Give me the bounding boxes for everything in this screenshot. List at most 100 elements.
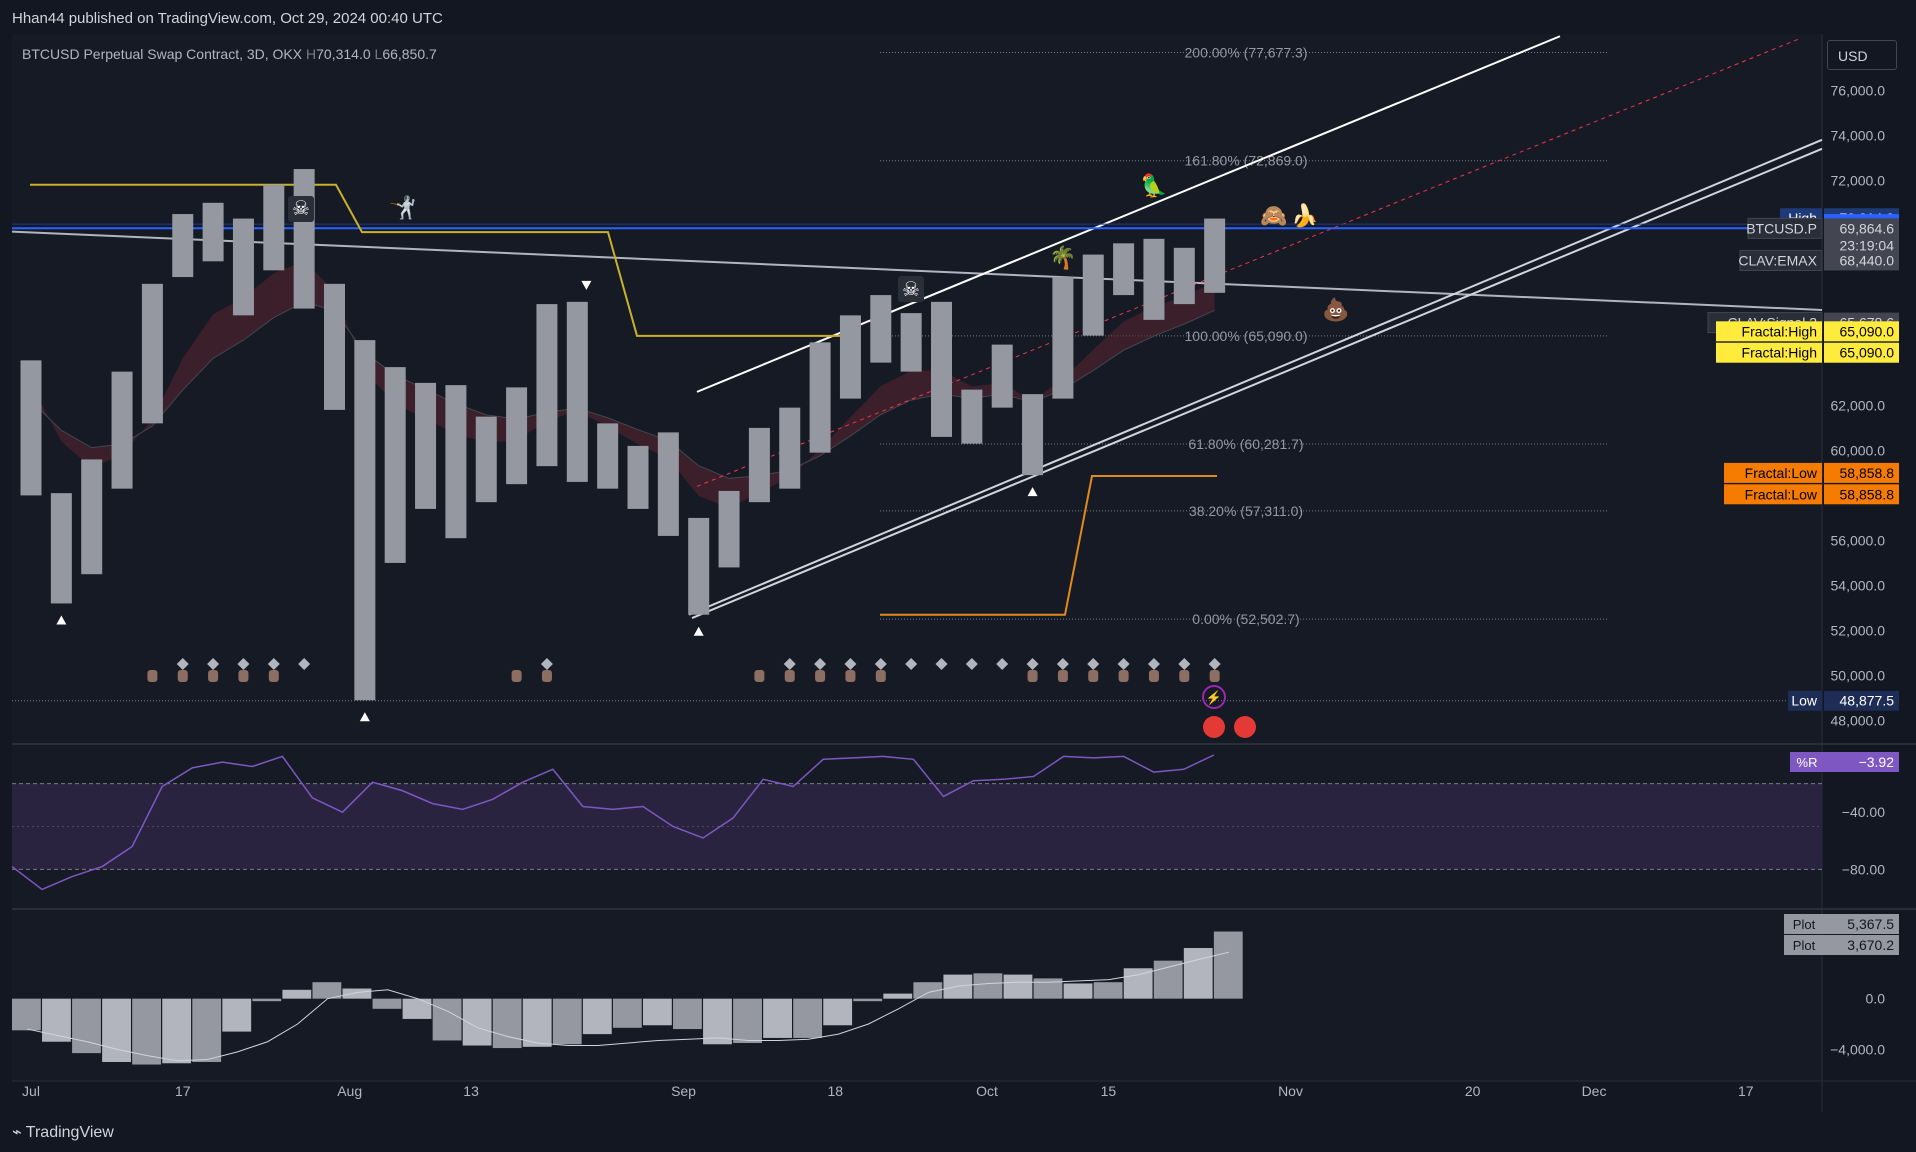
hist-bar (1003, 974, 1033, 999)
hist-bar (1153, 960, 1183, 999)
price-tag-name-bg (1716, 321, 1822, 342)
hist-bar (1213, 931, 1243, 999)
hist-bar (1063, 983, 1093, 999)
candle (475, 416, 497, 503)
hist-bar (703, 998, 732, 1045)
candle (506, 387, 528, 485)
candle (81, 459, 103, 575)
signal-house (1118, 670, 1129, 682)
signal-diamond (1026, 658, 1039, 670)
skull-marker-bg (898, 276, 924, 302)
signal-diamond (905, 658, 918, 670)
hist-bar (402, 998, 432, 1019)
signal-diamond (1056, 658, 1069, 670)
y-tick-label: 48,000.0 (1831, 712, 1886, 728)
hist-signal-line (27, 951, 1230, 1062)
signal-diamond (965, 658, 978, 670)
wr-line (11, 754, 1215, 891)
signal-diamond (783, 658, 796, 670)
x-tick-label: Dec (1582, 1083, 1607, 1099)
wr-label: %R (1797, 755, 1818, 770)
signal-house (1209, 670, 1220, 682)
hist-tick-label: 0.0 (1866, 991, 1886, 1007)
hist-bar (522, 998, 552, 1047)
candle (931, 301, 952, 437)
candle (718, 490, 740, 568)
candle (384, 367, 406, 563)
hist-label-bg (1784, 914, 1824, 934)
legend-l-label: L (374, 46, 383, 62)
y-tick-label: 54,000.0 (1831, 577, 1886, 593)
candle (1082, 254, 1104, 336)
fractal-up-arrow (693, 626, 704, 636)
candle (50, 493, 72, 604)
signal-house (1057, 670, 1068, 682)
signal-house (1148, 670, 1159, 682)
price-tag-name-bg (1724, 484, 1822, 505)
x-tick-label: Sep (671, 1083, 696, 1099)
fractal-up-arrow (56, 615, 67, 625)
candle (1113, 243, 1135, 296)
y-tick-label: 76,000.0 (1831, 82, 1886, 98)
price-tag-value: 65,090.0 (1840, 345, 1895, 361)
price-tag-name: Low (1791, 693, 1818, 709)
price-tag (1824, 218, 1899, 239)
logo-text: TradingView (25, 1124, 114, 1141)
hist-bar (492, 998, 522, 1049)
monkey-icon: 🙈 (1260, 203, 1287, 228)
candle (1204, 218, 1226, 293)
price-tag-value: 58,858.8 (1840, 486, 1895, 502)
signal-house (845, 670, 856, 682)
publish-bar: Hhan44 published on TradingView.com, Oct… (0, 0, 1916, 34)
hist-bar (1123, 968, 1153, 999)
candle (991, 344, 1013, 408)
hist-bar (883, 993, 913, 999)
signal-diamond (1087, 658, 1100, 670)
signal-house (754, 670, 765, 682)
hist-bar (612, 998, 642, 1028)
signal-house (511, 670, 522, 682)
hist-bar (162, 998, 192, 1064)
price-tag-value: 65,090.0 (1840, 323, 1895, 339)
hist-bar (552, 998, 582, 1045)
fractal-up-arrow (359, 712, 370, 722)
signal-diamond (844, 658, 857, 670)
hist-bar (1093, 982, 1123, 999)
legend-h-value: 70,314.0 (316, 46, 371, 62)
hist-label: Plot (1793, 938, 1816, 953)
candle (870, 295, 892, 363)
candle (445, 385, 467, 539)
hist-bar (853, 998, 883, 1002)
signal-diamond (1147, 658, 1160, 670)
fib-level-label: 0.00% (52,502.7) (1192, 611, 1299, 627)
hist-value-bg (1824, 935, 1899, 955)
channel-lower-line-2 (691, 147, 1823, 620)
hist-bar (582, 998, 612, 1035)
hist-bar (222, 998, 252, 1032)
candle (961, 389, 983, 444)
signal-house (1179, 670, 1190, 682)
signal-house (541, 670, 552, 682)
hist-bar (1033, 978, 1063, 999)
banana-icon: 🍌 (1291, 203, 1318, 228)
hist-label: Plot (1793, 917, 1816, 932)
currency-button[interactable]: USD (1827, 40, 1897, 70)
hist-bar (372, 998, 402, 1009)
signal-house (147, 670, 158, 682)
price-tag-name: Fractal:High (1742, 345, 1817, 361)
price-tag (1824, 250, 1899, 271)
fib-level-label: 100.00% (65,090.0) (1185, 328, 1308, 344)
candle (566, 301, 588, 482)
price-tag-name: CLAV:EMAX (1738, 252, 1817, 268)
price-tag (1824, 342, 1899, 363)
hist-bar (733, 998, 762, 1043)
fractal-high-line (30, 183, 850, 337)
fractal-up-arrow (1027, 487, 1038, 497)
fib-level-label: 61.80% (60,281.7) (1188, 436, 1303, 452)
price-tag-value: 23:19:04 (1840, 238, 1895, 254)
candle (1022, 394, 1044, 476)
flash-icon: ⚡ (1206, 690, 1222, 706)
hist-bar (72, 998, 101, 1054)
signal-diamond (267, 658, 280, 670)
